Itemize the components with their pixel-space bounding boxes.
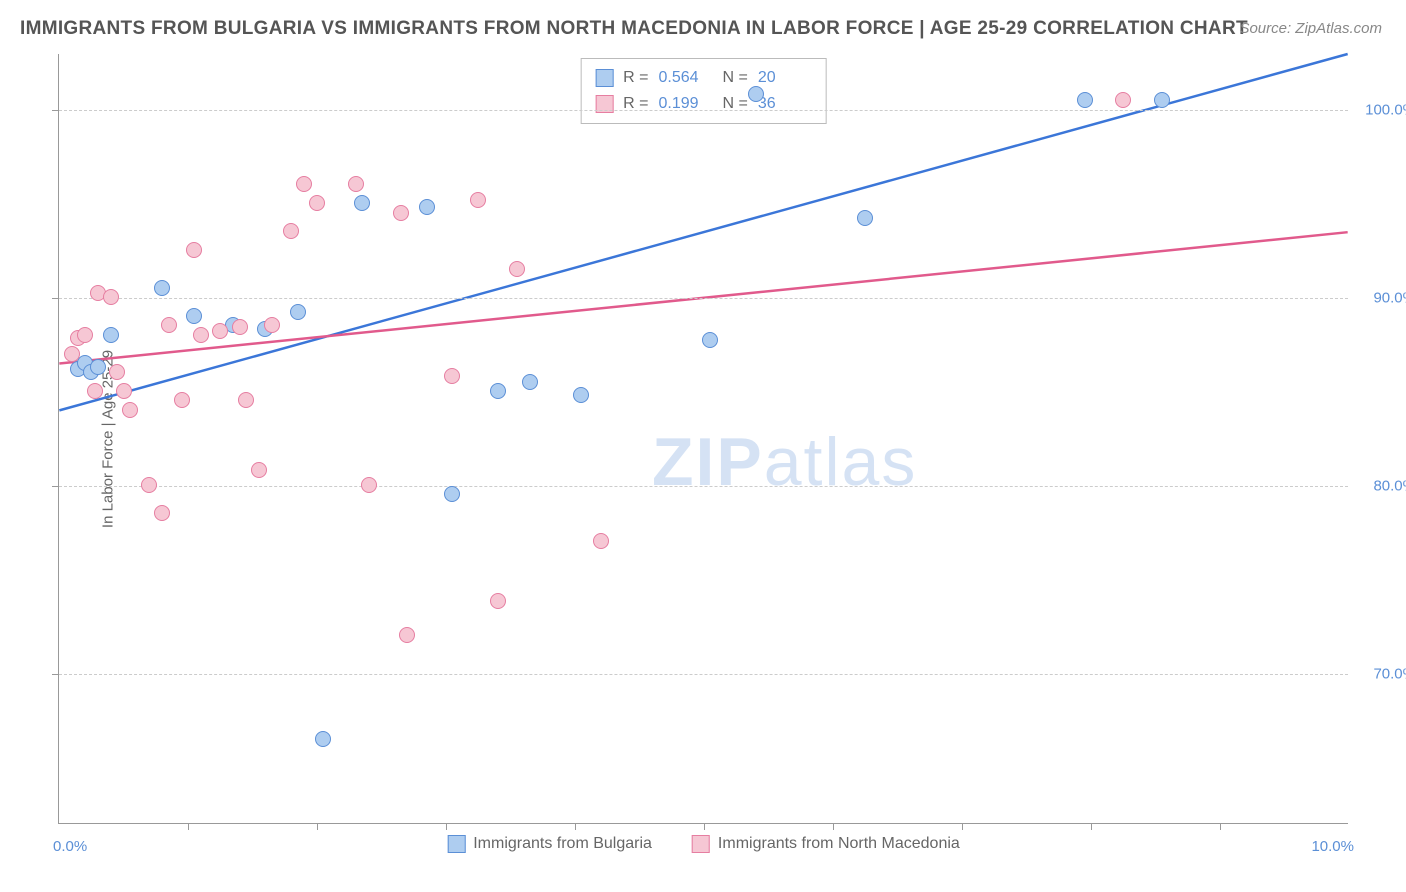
chart-plot-area: In Labor Force | Age 25-29 ZIPatlas R = … [58, 54, 1348, 824]
series-legend: Immigrants from Bulgaria Immigrants from… [447, 835, 960, 853]
data-point [444, 368, 460, 384]
data-point [393, 205, 409, 221]
n-value: 20 [758, 69, 812, 87]
data-point [193, 327, 209, 343]
y-tick-label: 70.0% [1373, 665, 1406, 682]
data-point [283, 223, 299, 239]
data-point [1077, 92, 1093, 108]
y-tick [52, 110, 59, 111]
data-point [470, 192, 486, 208]
x-tick [962, 823, 963, 830]
data-point [309, 195, 325, 211]
y-tick [52, 674, 59, 675]
data-point [264, 317, 280, 333]
data-point [161, 317, 177, 333]
data-point [444, 486, 460, 502]
data-point [251, 462, 267, 478]
legend-swatch-icon [447, 835, 465, 853]
x-tick [704, 823, 705, 830]
y-tick [52, 298, 59, 299]
x-tick [446, 823, 447, 830]
series-legend-item: Immigrants from North Macedonia [692, 835, 960, 853]
data-point [419, 199, 435, 215]
legend-swatch-icon [595, 69, 613, 87]
stats-legend-row: R = 0.199 N = 36 [595, 91, 812, 117]
data-point [64, 346, 80, 362]
data-point [186, 308, 202, 324]
gridline [59, 674, 1348, 675]
x-axis-max-label: 10.0% [1311, 838, 1354, 855]
data-point [315, 731, 331, 747]
data-point [509, 261, 525, 277]
data-point [348, 176, 364, 192]
x-tick [317, 823, 318, 830]
stats-legend-row: R = 0.564 N = 20 [595, 65, 812, 91]
data-point [186, 242, 202, 258]
gridline [59, 486, 1348, 487]
stats-legend: R = 0.564 N = 20 R = 0.199 N = 36 [580, 58, 827, 124]
y-tick-label: 100.0% [1365, 102, 1406, 119]
series-legend-item: Immigrants from Bulgaria [447, 835, 652, 853]
series-name: Immigrants from North Macedonia [718, 835, 960, 853]
data-point [109, 364, 125, 380]
x-tick [188, 823, 189, 830]
data-point [399, 627, 415, 643]
data-point [116, 383, 132, 399]
data-point [593, 533, 609, 549]
x-tick [1091, 823, 1092, 830]
data-point [122, 402, 138, 418]
y-tick-label: 90.0% [1373, 290, 1406, 307]
data-point [212, 323, 228, 339]
data-point [361, 477, 377, 493]
source-attribution: Source: ZipAtlas.com [1239, 20, 1382, 37]
data-point [1115, 92, 1131, 108]
n-label: N = [723, 69, 748, 87]
data-point [103, 289, 119, 305]
data-point [522, 374, 538, 390]
data-point [87, 383, 103, 399]
chart-title: IMMIGRANTS FROM BULGARIA VS IMMIGRANTS F… [20, 18, 1248, 40]
data-point [232, 319, 248, 335]
x-tick [833, 823, 834, 830]
data-point [77, 327, 93, 343]
gridline [59, 298, 1348, 299]
data-point [490, 593, 506, 609]
r-value: 0.564 [659, 69, 713, 87]
data-point [573, 387, 589, 403]
trend-lines-layer [59, 54, 1348, 823]
data-point [296, 176, 312, 192]
x-tick [575, 823, 576, 830]
data-point [103, 327, 119, 343]
data-point [1154, 92, 1170, 108]
data-point [857, 210, 873, 226]
data-point [702, 332, 718, 348]
data-point [748, 86, 764, 102]
gridline [59, 110, 1348, 111]
x-axis-min-label: 0.0% [53, 838, 87, 855]
data-point [238, 392, 254, 408]
data-point [154, 280, 170, 296]
legend-swatch-icon [692, 835, 710, 853]
series-name: Immigrants from Bulgaria [473, 835, 652, 853]
r-label: R = [623, 69, 648, 87]
data-point [174, 392, 190, 408]
y-tick-label: 80.0% [1373, 477, 1406, 494]
data-point [90, 359, 106, 375]
data-point [354, 195, 370, 211]
data-point [141, 477, 157, 493]
x-tick [1220, 823, 1221, 830]
data-point [490, 383, 506, 399]
data-point [290, 304, 306, 320]
data-point [154, 505, 170, 521]
y-tick [52, 486, 59, 487]
